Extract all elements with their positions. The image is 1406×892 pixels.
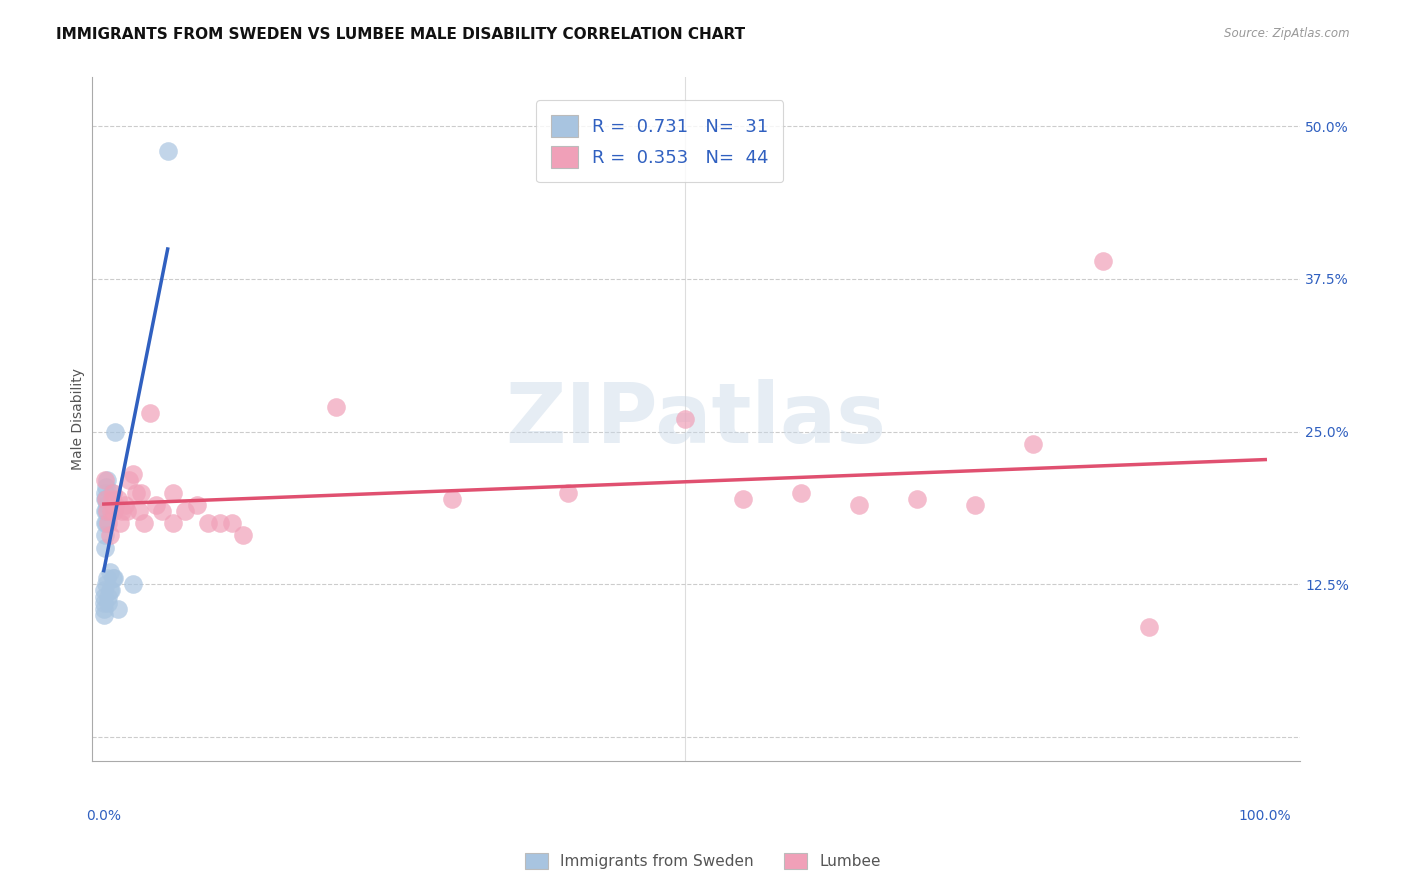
Point: [221, 516, 243, 531]
Point: [114, 498, 136, 512]
Point: [111, 504, 134, 518]
Legend: R =  0.731   N=  31, R =  0.353   N=  44: R = 0.731 N= 31, R = 0.353 N= 44: [537, 100, 783, 182]
Text: Source: ZipAtlas.com: Source: ZipAtlas.com: [1225, 27, 1350, 40]
Point: [731, 491, 754, 506]
Point: [1137, 620, 1160, 634]
Point: [94, 516, 117, 531]
Point: [100, 583, 122, 598]
Point: [162, 516, 184, 531]
Point: [101, 485, 124, 500]
Point: [94, 541, 117, 555]
Point: [97, 516, 120, 531]
Point: [98, 528, 121, 542]
Point: [93, 583, 115, 598]
Text: 100.0%: 100.0%: [1239, 809, 1292, 823]
Text: IMMIGRANTS FROM SWEDEN VS LUMBEE MALE DISABILITY CORRELATION CHART: IMMIGRANTS FROM SWEDEN VS LUMBEE MALE DI…: [56, 27, 745, 42]
Point: [96, 571, 118, 585]
Point: [98, 565, 121, 579]
Point: [139, 406, 162, 420]
Point: [121, 467, 143, 482]
Point: [557, 485, 579, 500]
Point: [93, 601, 115, 615]
Point: [104, 425, 127, 439]
Point: [107, 491, 129, 506]
Point: [103, 571, 125, 585]
Point: [174, 504, 197, 518]
Point: [103, 504, 125, 518]
Point: [107, 601, 129, 615]
Point: [94, 480, 117, 494]
Point: [94, 491, 117, 506]
Point: [94, 504, 117, 518]
Point: [232, 528, 254, 542]
Point: [94, 491, 117, 506]
Point: [93, 590, 115, 604]
Point: [108, 516, 131, 531]
Point: [94, 504, 117, 518]
Point: [186, 498, 208, 512]
Point: [129, 485, 152, 500]
Point: [963, 498, 986, 512]
Point: [104, 498, 127, 512]
Point: [97, 596, 120, 610]
Point: [156, 144, 179, 158]
Point: [325, 401, 347, 415]
Point: [905, 491, 928, 506]
Legend: Immigrants from Sweden, Lumbee: Immigrants from Sweden, Lumbee: [519, 847, 887, 875]
Point: [94, 516, 117, 531]
Point: [97, 590, 120, 604]
Point: [96, 474, 118, 488]
Point: [94, 474, 117, 488]
Point: [121, 577, 143, 591]
Point: [1022, 437, 1045, 451]
Point: [162, 485, 184, 500]
Text: ZIPatlas: ZIPatlas: [506, 379, 887, 460]
Point: [100, 504, 122, 518]
Point: [101, 491, 124, 506]
Point: [93, 607, 115, 622]
Point: [125, 485, 148, 500]
Point: [1091, 253, 1114, 268]
Text: 0.0%: 0.0%: [86, 809, 121, 823]
Point: [101, 571, 124, 585]
Point: [134, 516, 156, 531]
Point: [118, 474, 141, 488]
Point: [98, 583, 121, 598]
Point: [673, 412, 696, 426]
Point: [115, 504, 138, 518]
Point: [94, 485, 117, 500]
Point: [101, 485, 124, 500]
Point: [128, 504, 150, 518]
Point: [150, 504, 173, 518]
Point: [96, 498, 118, 512]
Point: [848, 498, 870, 512]
Point: [789, 485, 811, 500]
Point: [94, 528, 117, 542]
Point: [145, 498, 167, 512]
Point: [94, 577, 117, 591]
Point: [94, 491, 117, 506]
Point: [96, 504, 118, 518]
Point: [93, 596, 115, 610]
Point: [208, 516, 231, 531]
Point: [197, 516, 219, 531]
Y-axis label: Male Disability: Male Disability: [72, 368, 86, 470]
Point: [441, 491, 464, 506]
